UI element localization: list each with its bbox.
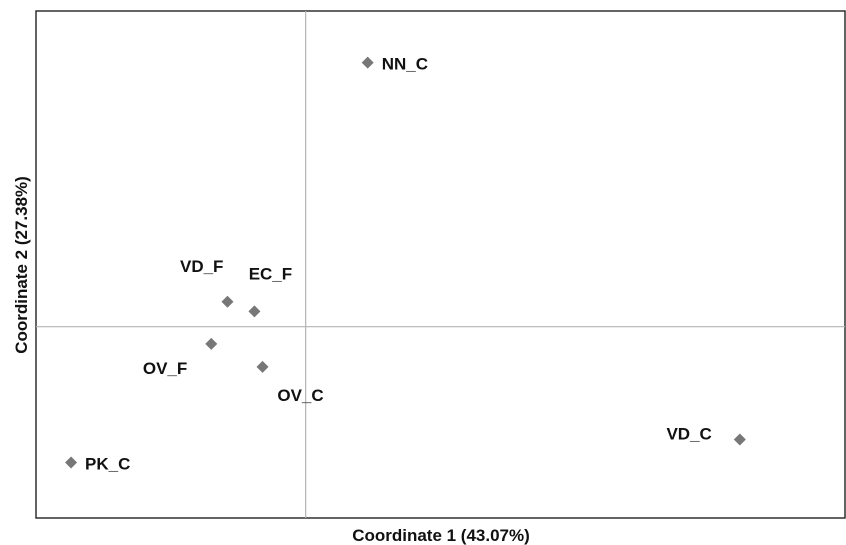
point-label-ov-c: OV_C <box>277 386 323 405</box>
point-label-vd-c: VD_C <box>666 425 711 444</box>
point-marker-nn-c <box>361 56 374 69</box>
point-label-pk-c: PK_C <box>85 455 130 474</box>
point-marker-ov-c <box>256 360 269 373</box>
y-axis-title: Coordinate 2 (27.38%) <box>12 176 31 354</box>
point-marker-pk-c <box>65 456 78 469</box>
point-marker-ov-f <box>205 337 218 350</box>
point-label-nn-c: NN_C <box>382 55 428 74</box>
data-points: NN_C VD_F EC_F OV_F OV_C VD_C PK_C <box>65 55 746 474</box>
point-label-ov-f: OV_F <box>143 359 187 378</box>
plot-area <box>35 10 846 519</box>
point-marker-vd-f <box>221 295 234 308</box>
point-label-ec-f: EC_F <box>249 264 292 283</box>
point-marker-ec-f <box>248 305 261 318</box>
point-label-vd-f: VD_F <box>180 257 223 276</box>
x-axis-title: Coordinate 1 (43.07%) <box>352 526 530 545</box>
point-marker-vd-c <box>733 433 746 446</box>
